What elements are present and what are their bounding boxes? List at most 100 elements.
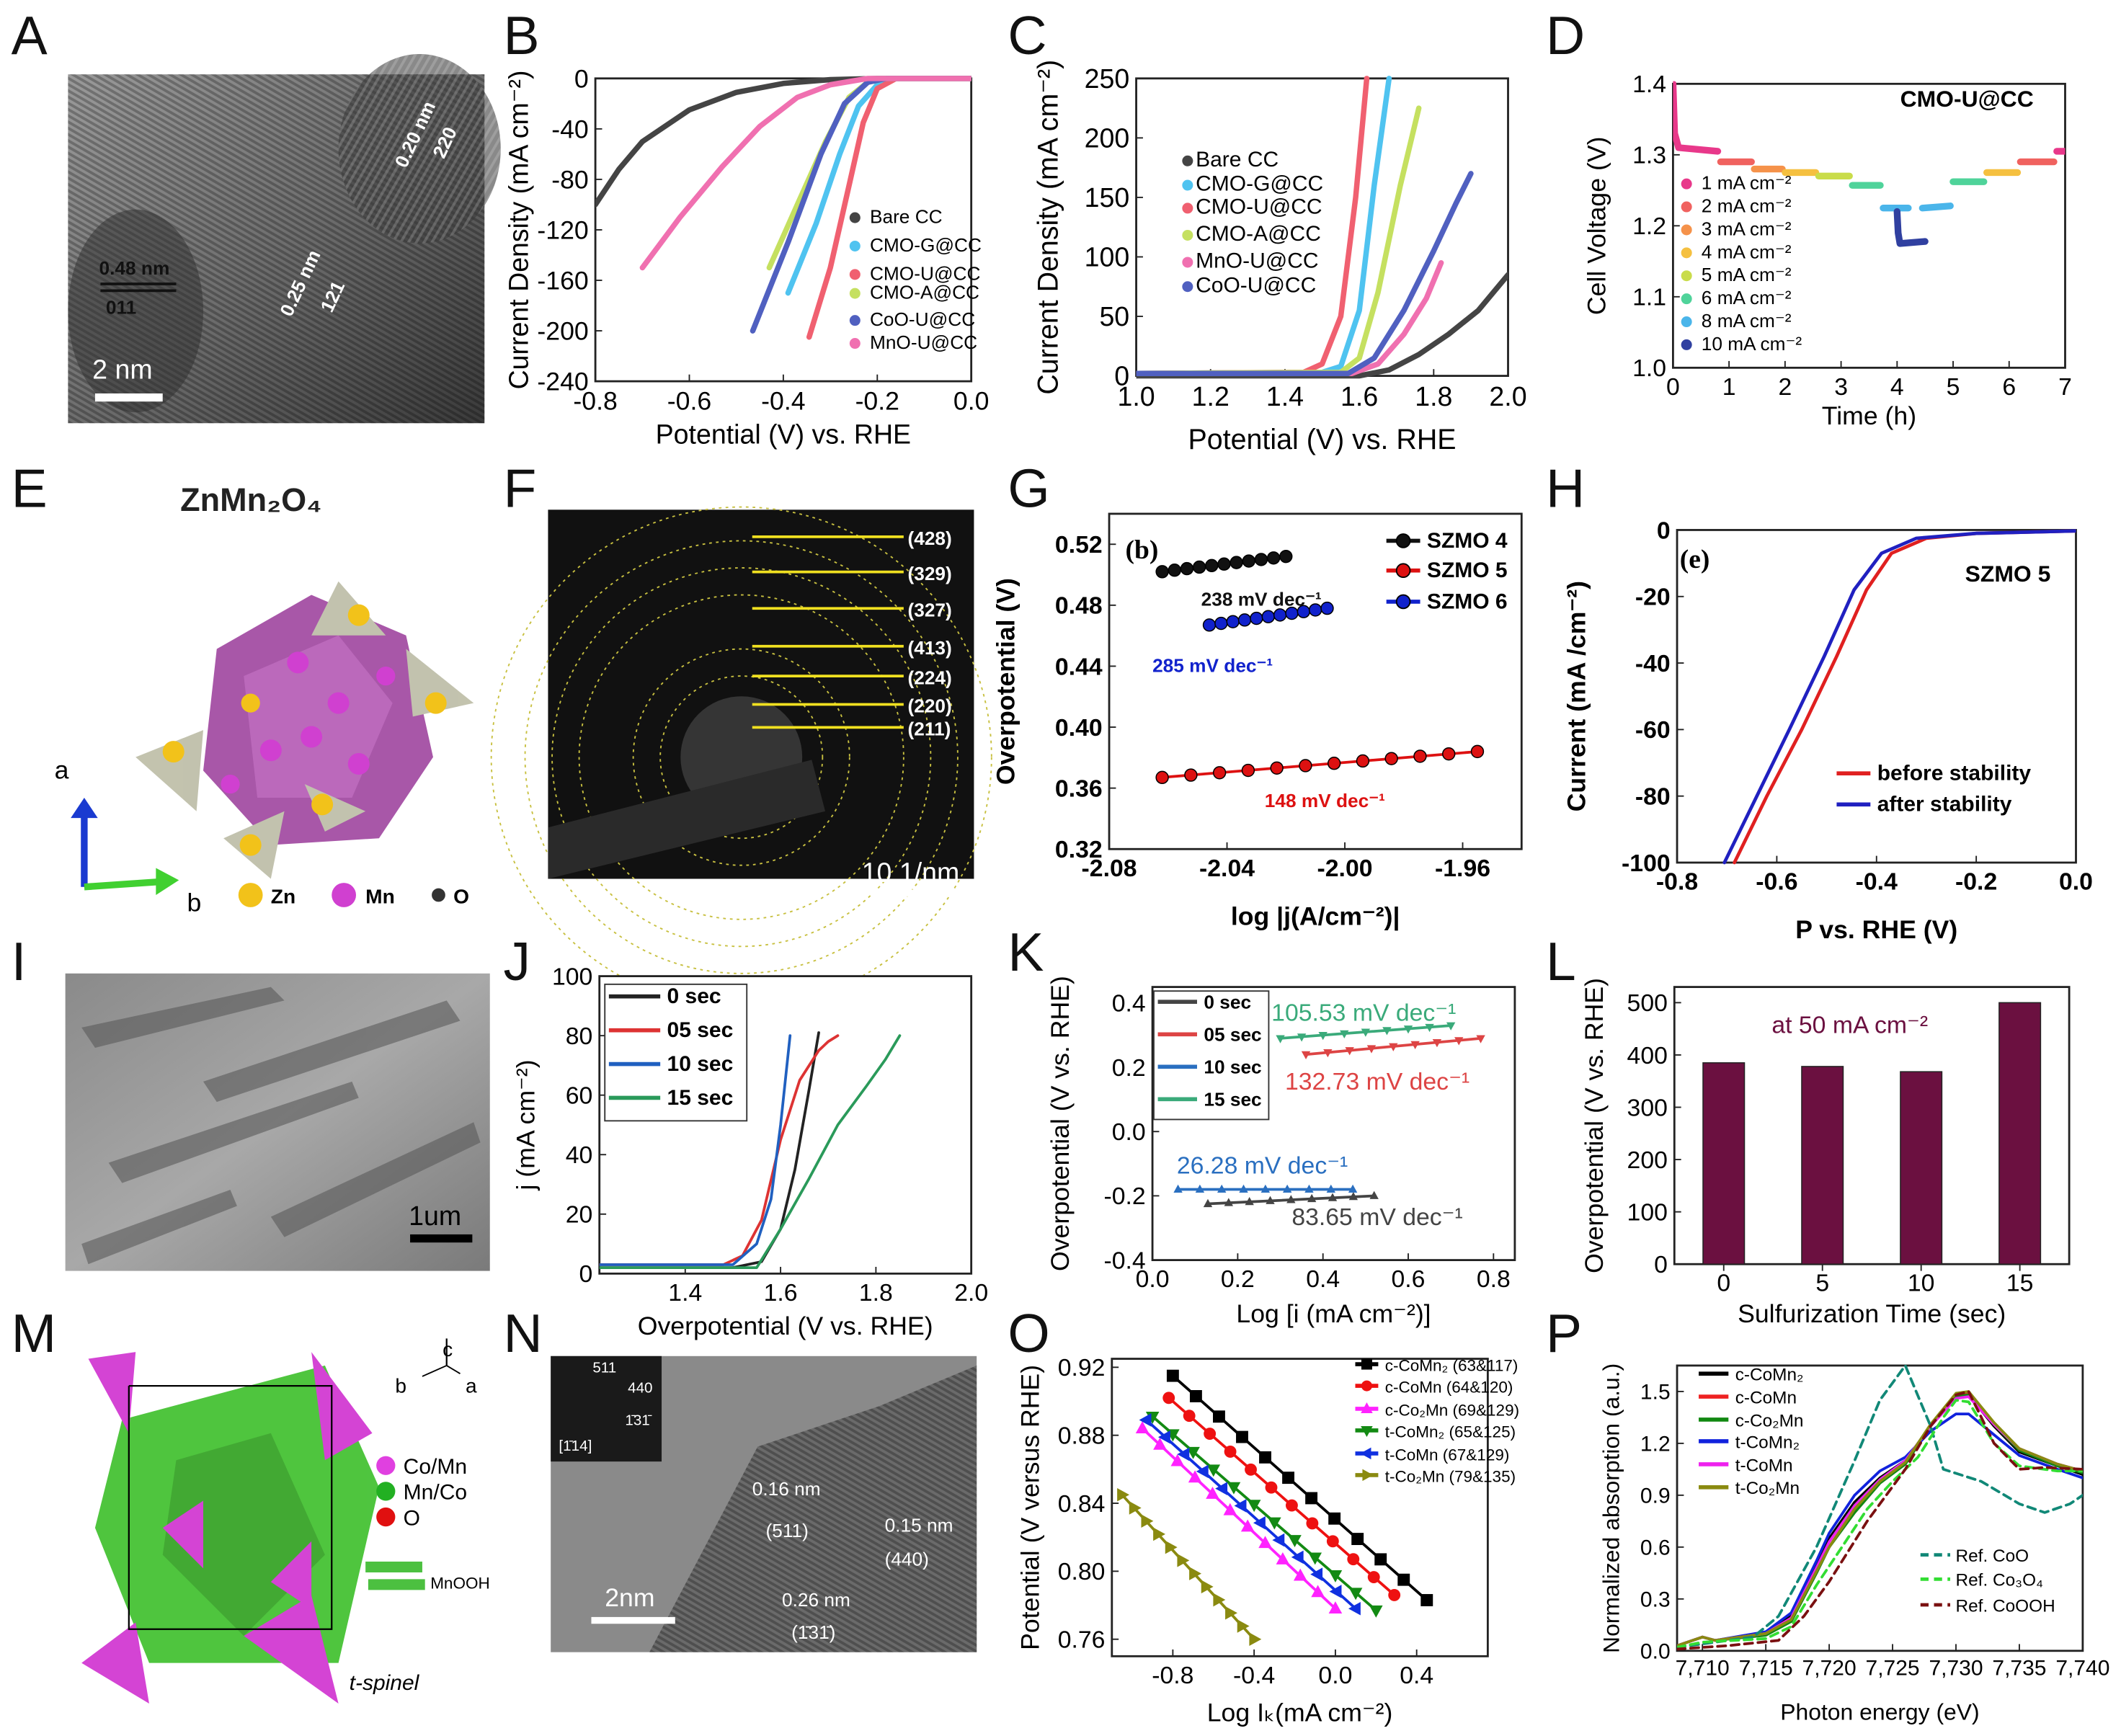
x-tick-label: 1.4: [668, 1279, 702, 1307]
y-tick-label: 100: [1627, 1198, 1668, 1226]
y-tick-label: 40: [566, 1141, 593, 1169]
data-point-marker: [1425, 1023, 1434, 1033]
legend-swatch: [849, 315, 861, 326]
chart-panel-o: 0.76 0.80 0.84 0.88 0.92 -0.8 -0.4 0.0 0.4 Log Iₖ…: [1015, 1354, 1519, 1727]
panel-label-a: A: [12, 5, 48, 66]
legend-label: 15 sec: [1204, 1089, 1261, 1110]
panel-m-spinel-structure: c b a Co/Mn Mn/Co O MnOOH t-spinel: [81, 1338, 490, 1704]
scale-bar: [872, 889, 965, 896]
data-point-marker: [1361, 1402, 1373, 1413]
legend-label: Ref. CoO: [1956, 1546, 2029, 1566]
data-point-marker: [1141, 1514, 1154, 1528]
data-point-marker: [1299, 759, 1312, 773]
data-point-marker: [1272, 1533, 1285, 1547]
data-point-marker: [1180, 561, 1194, 576]
legend-label: 6 mA cm⁻²: [1702, 287, 1792, 308]
data-point-marker: [1242, 554, 1255, 568]
structure-title: ZnMn₂O₄: [180, 481, 321, 518]
legend-swatch: [849, 338, 861, 350]
y-axis-label: Normalized absorption (a.u.): [1598, 1363, 1624, 1653]
data-point-marker: [1213, 1410, 1225, 1423]
panel-labels: A B C D E F G H I J K L M N O P: [12, 5, 1586, 1363]
data-point-marker: [1139, 1413, 1152, 1427]
y-axis-label: Current Density (mA cm⁻²): [503, 70, 533, 389]
legend-swatch: [1681, 224, 1692, 236]
x-axis-label: log |j(A/cm⁻²)|: [1231, 902, 1400, 930]
legend-swatch: [1681, 178, 1692, 190]
data-point-marker: [1236, 1430, 1248, 1443]
chart-panel-k: -0.4 -0.2 0.0 0.2 0.4 0.0 0.2 0.4 0.6 0.8 Log [i (…: [1046, 976, 1516, 1328]
data-point-marker: [1117, 1487, 1130, 1502]
data-point-marker: [1192, 560, 1206, 574]
y-axis-label: Overpotential (V vs. RHE): [1580, 978, 1609, 1273]
data-point-marker: [1250, 611, 1263, 626]
axis-b-label: b: [395, 1374, 406, 1397]
data-point-marker: [1282, 1472, 1295, 1484]
x-tick-label: 0.4: [1306, 1265, 1340, 1293]
x-tick-label: 7,715: [1739, 1657, 1793, 1681]
data-point-marker: [1245, 1463, 1257, 1476]
series-line: [1673, 81, 1722, 155]
panel-label-g: G: [1008, 458, 1049, 519]
data-point-marker: [1135, 1421, 1150, 1434]
y-tick-label: -160: [537, 266, 588, 295]
series-line: [1677, 1364, 2083, 1649]
legend: 1 mA cm⁻²2 mA cm⁻²3 mA cm⁻²4 mA cm⁻²5 mA…: [1681, 172, 1802, 355]
y-tick-label: 0.84: [1058, 1490, 1106, 1518]
chart-annotation: at 50 mA cm⁻²: [1771, 1011, 1928, 1038]
axis-a-label: a: [55, 756, 69, 785]
data-point-marker: [1189, 1567, 1201, 1580]
legend-marker: [1395, 594, 1411, 610]
data-point-marker: [1328, 1570, 1343, 1583]
plane-label: (211): [907, 718, 951, 740]
legend-label: c-Co₂Mn (69&129): [1385, 1401, 1519, 1419]
y-axis-label: Potential (V versus RHE): [1015, 1365, 1044, 1650]
data-point-marker: [1413, 749, 1427, 763]
series-line: [1677, 1390, 2083, 1651]
data-point-marker: [1206, 1487, 1219, 1499]
panel-label-h: H: [1546, 458, 1585, 519]
y-tick-label: 0.44: [1055, 653, 1103, 680]
legend-label: t-CoMn₂ (65&125): [1385, 1423, 1516, 1441]
data-point-marker: [1360, 1447, 1371, 1460]
legend-label: Co/Mn: [404, 1455, 467, 1479]
data-point-marker: [1282, 1184, 1292, 1193]
legend-label: Ref. CoOOH: [1956, 1596, 2055, 1616]
legend-label: SZMO 4: [1427, 529, 1508, 553]
data-point-marker: [1311, 1585, 1325, 1598]
slope-annotation: 132.73 mV dec⁻¹: [1285, 1068, 1469, 1095]
legend-label: 05 sec: [667, 1018, 734, 1042]
data-point-marker: [1320, 601, 1334, 615]
data-point-marker: [1318, 1031, 1328, 1041]
x-axis-label: Photon energy (eV): [1780, 1699, 1979, 1724]
x-tick-label: 1: [1722, 373, 1736, 401]
legend-label: Mn: [365, 885, 395, 907]
legend-label: 8 mA cm⁻²: [1702, 310, 1792, 331]
data-point-marker: [1225, 1606, 1237, 1620]
x-tick-label: -0.8: [1656, 868, 1698, 896]
y-tick-label: 0.4: [1112, 990, 1146, 1018]
data-point-marker: [1326, 1535, 1339, 1548]
data-point-marker: [1237, 1619, 1250, 1633]
panel-label-m: M: [12, 1303, 57, 1363]
fft-spot-label: 1̄31̄: [625, 1412, 652, 1428]
data-point-marker: [1432, 1039, 1442, 1048]
panel-i-sem-image: 1um: [65, 973, 490, 1271]
y-tick-label: 0: [574, 64, 589, 93]
x-tick-label: -0.8: [573, 386, 617, 415]
data-point-marker: [1240, 1519, 1255, 1532]
x-tick-label: 1.0: [1117, 381, 1155, 411]
legend-label: Bare CC: [870, 206, 943, 228]
y-tick-label: 1.4: [1632, 71, 1666, 98]
data-point-marker: [1213, 1593, 1226, 1607]
data-point-marker: [1389, 1043, 1398, 1051]
plot-area: [1117, 1369, 1433, 1647]
legend: 0 sec 05 sec 10 sec 15 sec: [604, 983, 748, 1122]
legend-label: 10 sec: [1204, 1056, 1261, 1078]
data-point-marker: [1234, 1499, 1247, 1513]
series-line: [1136, 272, 1508, 379]
data-point-marker: [1328, 1512, 1341, 1525]
slope-annotation: 83.65 mV dec⁻¹: [1291, 1203, 1462, 1231]
plot-area: [1722, 529, 2076, 865]
plot-area: [1702, 1002, 2042, 1265]
